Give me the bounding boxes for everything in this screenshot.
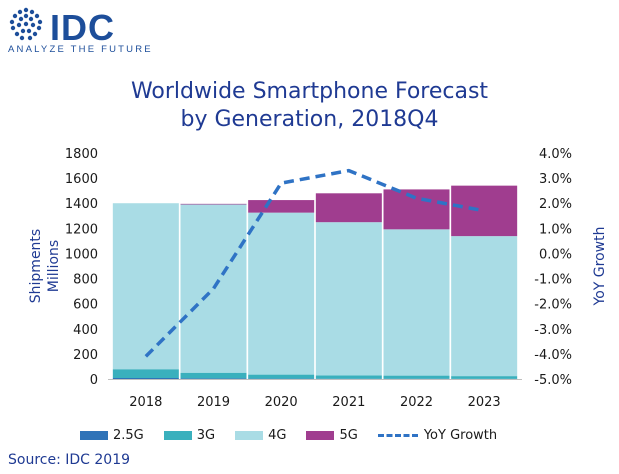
bar-5g-2023 xyxy=(451,185,518,237)
y-tick-label: 800 xyxy=(73,273,98,288)
y-tick-label: 1000 xyxy=(65,247,98,262)
y2-tick-label: -2.0% xyxy=(534,298,572,313)
x-tick-label: 2019 xyxy=(197,395,230,410)
y2-axis-title: YoY Growth xyxy=(592,227,608,307)
y-tick-label: 1200 xyxy=(65,222,98,237)
bar-5g-2019 xyxy=(180,203,247,205)
y2-tick-label: 3.0% xyxy=(539,172,572,187)
legend-swatch xyxy=(80,430,108,440)
bar-5g-2022 xyxy=(383,189,450,230)
y2-tick-label: 4.0% xyxy=(539,147,572,162)
x-tick-label: 2020 xyxy=(265,395,298,410)
y-axis-title: Millions xyxy=(46,240,62,292)
legend-item-4g: 4G xyxy=(235,428,286,443)
legend-item-3g: 3G xyxy=(163,427,216,443)
legend-label: 2.5G xyxy=(113,427,144,443)
y-tick-label: 1400 xyxy=(65,197,98,212)
y2-tick-label: 0.0% xyxy=(539,247,572,262)
bar-3g-2023 xyxy=(451,376,518,379)
y-tick-label: 200 xyxy=(73,348,98,363)
bar-4g-2023 xyxy=(451,236,518,377)
bar-25g-2018 xyxy=(112,377,179,379)
legend-label: YoY Growth xyxy=(423,427,498,443)
y2-tick-label: -3.0% xyxy=(534,323,572,338)
bar-5g-2020 xyxy=(248,200,315,213)
y-tick-label: 1800 xyxy=(65,147,98,162)
source-note: Source: IDC 2019 xyxy=(8,452,131,468)
y2-tick-label: -4.0% xyxy=(534,348,572,363)
bar-4g-2021 xyxy=(315,222,382,376)
legend-item-yoy-growth: YoY Growth xyxy=(377,427,498,443)
bar-3g-2018 xyxy=(112,369,179,378)
legend-item-5g: 5G xyxy=(306,427,358,443)
bar-4g-2018 xyxy=(112,203,179,370)
y-tick-label: 1600 xyxy=(65,172,98,187)
bar-3g-2019 xyxy=(180,372,247,379)
y-axis-title: Shipments xyxy=(28,229,44,303)
chart-legend: 2.5G 3G 4G 5G YoY Growth xyxy=(80,425,517,445)
idc-wordmark: IDC xyxy=(50,7,115,48)
legend-dash-swatch xyxy=(377,433,418,437)
x-tick-label: 2022 xyxy=(400,395,433,410)
idc-globe-icon xyxy=(9,7,43,41)
y2-tick-label: 2.0% xyxy=(539,197,572,212)
bar-4g-2022 xyxy=(383,229,450,376)
bar-4g-2020 xyxy=(248,212,315,375)
chart-title-block: Worldwide Smartphone Forecast by Generat… xyxy=(0,78,619,134)
bar-25g-2019 xyxy=(180,378,247,379)
bar-3g-2020 xyxy=(248,374,315,379)
y2-tick-label: -5.0% xyxy=(534,373,572,388)
bar-3g-2022 xyxy=(383,375,450,379)
legend-label: 3G xyxy=(196,427,216,443)
legend-item-25g: 2.5G xyxy=(80,428,144,443)
yoy-growth-line xyxy=(144,168,485,358)
y2-tick-label: -1.0% xyxy=(534,273,572,288)
legend-label: 4G xyxy=(268,427,287,443)
y-tick-label: 600 xyxy=(73,298,98,313)
y2-tick-label: 1.0% xyxy=(539,222,572,237)
x-tick-label: 2021 xyxy=(332,395,365,410)
y-tick-label: 400 xyxy=(73,323,98,338)
bar-25g-2020 xyxy=(248,378,315,380)
legend-swatch xyxy=(163,430,192,440)
chart-title: Worldwide Smartphone Forecast xyxy=(130,79,489,104)
legend-label: 5G xyxy=(339,427,358,443)
bar-3g-2021 xyxy=(315,375,382,379)
x-tick-label: 2023 xyxy=(468,395,501,410)
legend-swatch xyxy=(235,430,264,440)
bar-5g-2021 xyxy=(315,193,382,223)
x-tick-label: 2018 xyxy=(129,395,162,410)
idc-tagline: ANALYZE THE FUTURE xyxy=(8,44,153,55)
y-tick-label: 0 xyxy=(90,373,98,388)
legend-swatch xyxy=(306,430,335,440)
bar-25g-2022 xyxy=(383,378,450,380)
chart-subtitle: by Generation, 2018Q4 xyxy=(180,107,439,132)
idc-logo: IDC ANALYZE THE FUTURE xyxy=(6,4,156,56)
bar-25g-2021 xyxy=(315,378,382,380)
